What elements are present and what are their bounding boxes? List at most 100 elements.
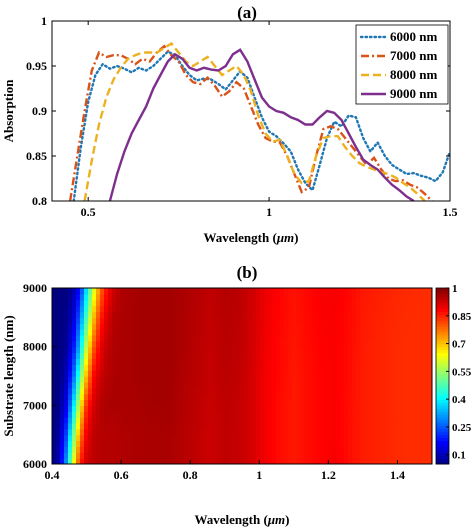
- heatmap-cell: [408, 434, 413, 442]
- heatmap-cell: [240, 346, 245, 354]
- heatmap-cell: [388, 417, 393, 424]
- heatmap-cell: [256, 434, 261, 442]
- heatmap-cell: [136, 340, 141, 348]
- heatmap-cell: [72, 428, 77, 436]
- heatmap-cell: [416, 440, 421, 447]
- heatmap-cell: [416, 311, 421, 318]
- heatmap-cell: [384, 370, 389, 377]
- heatmap-cell: [256, 376, 261, 383]
- heatmap-cell: [100, 352, 105, 359]
- heatmap-cell: [324, 323, 329, 330]
- heatmap-cell: [144, 387, 149, 395]
- heatmap-cell: [308, 376, 313, 383]
- heatmap-cell: [80, 299, 85, 307]
- heatmap-cell: [412, 358, 417, 365]
- heatmap-cell: [220, 364, 225, 371]
- heatmap-cell: [244, 317, 249, 324]
- heatmap-cell: [284, 323, 289, 330]
- heatmap-cell: [100, 393, 105, 401]
- heatmap-cell: [116, 405, 121, 412]
- heatmap-cell: [136, 434, 141, 442]
- heatmap-cell: [288, 393, 293, 401]
- heatmap-cell: [132, 381, 137, 389]
- heatmap-cells: [52, 288, 432, 464]
- heatmap-cell: [164, 352, 169, 359]
- heatmap-cell: [216, 440, 221, 447]
- heatmap-cell: [396, 370, 401, 377]
- heatmap-cell: [236, 458, 241, 464]
- heatmap-cell: [112, 299, 117, 307]
- heatmap-cell: [68, 317, 73, 324]
- heatmap-cell: [300, 288, 305, 295]
- heatmap-cell: [248, 364, 253, 371]
- heatmap-cell: [384, 346, 389, 354]
- heatmap-cell: [284, 334, 289, 342]
- heatmap-cell: [200, 387, 205, 395]
- heatmap-cell: [112, 288, 117, 295]
- heatmap-cell: [188, 422, 193, 430]
- heatmap-cell: [212, 428, 217, 436]
- heatmap-cell: [272, 340, 277, 348]
- heatmap-cell: [264, 381, 269, 389]
- heatmap-cell: [232, 364, 237, 371]
- heatmap-cell: [188, 311, 193, 318]
- heatmap-cell: [404, 293, 409, 301]
- heatmap-cell: [284, 370, 289, 377]
- heatmap-cell: [232, 317, 237, 324]
- heatmap-cell: [164, 364, 169, 371]
- heatmap-cell: [244, 440, 249, 447]
- heatmap-cell: [208, 288, 213, 295]
- heatmap-cell: [168, 364, 173, 371]
- heatmap-cell: [260, 434, 265, 442]
- heatmap-cell: [284, 376, 289, 383]
- heatmap-cell: [212, 440, 217, 447]
- heatmap-cell: [80, 323, 85, 330]
- heatmap-cell: [204, 452, 209, 459]
- heatmap-cell: [316, 381, 321, 389]
- heatmap-cell: [364, 334, 369, 342]
- heatmap-cell: [84, 428, 89, 436]
- heatmap-cell: [264, 440, 269, 447]
- heatmap-cell: [244, 293, 249, 301]
- colorbar-segment: [436, 452, 449, 456]
- heatmap-cell: [312, 411, 317, 418]
- heatmap-cell: [112, 317, 117, 324]
- heatmap-cell: [168, 311, 173, 318]
- heatmap-cell: [156, 452, 161, 459]
- heatmap-cell: [96, 446, 101, 453]
- heatmap-cell: [136, 399, 141, 406]
- heatmap-cell: [124, 376, 129, 383]
- colorbar-tick-label: 1: [452, 283, 458, 295]
- heatmap-cell: [252, 446, 257, 453]
- heatmap-cell: [244, 364, 249, 371]
- heatmap-cell: [156, 346, 161, 354]
- heatmap-cell: [100, 311, 105, 318]
- heatmap-cell: [124, 422, 129, 430]
- heatmap-cell: [300, 329, 305, 336]
- heatmap-cell: [296, 323, 301, 330]
- heatmap-cell: [340, 452, 345, 459]
- heatmap-cell: [328, 346, 333, 354]
- heatmap-cell: [292, 346, 297, 354]
- heatmap-cell: [168, 399, 173, 406]
- heatmap-cell: [148, 317, 153, 324]
- heatmap-cell: [140, 446, 145, 453]
- heatmap-cell: [148, 299, 153, 307]
- heatmap-cell: [132, 305, 137, 313]
- heatmap-cell: [244, 417, 249, 424]
- heatmap-cell: [236, 405, 241, 412]
- heatmap-cell: [332, 364, 337, 371]
- heatmap-cell: [296, 422, 301, 430]
- heatmap-cell: [320, 311, 325, 318]
- heatmap-cell: [380, 317, 385, 324]
- heatmap-cell: [268, 293, 273, 301]
- heatmap-cell: [264, 311, 269, 318]
- heatmap-cell: [56, 434, 61, 442]
- heatmap-cell: [140, 288, 145, 295]
- heatmap-cell: [428, 364, 432, 371]
- x-axis-title-a-close: ): [294, 230, 298, 245]
- heatmap-cell: [228, 405, 233, 412]
- heatmap-cell: [428, 381, 432, 389]
- heatmap-cell: [428, 452, 432, 459]
